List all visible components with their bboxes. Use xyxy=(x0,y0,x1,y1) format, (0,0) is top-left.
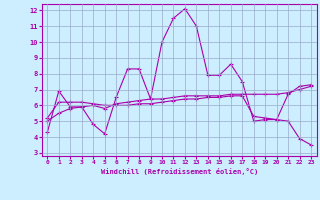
X-axis label: Windchill (Refroidissement éolien,°C): Windchill (Refroidissement éolien,°C) xyxy=(100,168,258,175)
